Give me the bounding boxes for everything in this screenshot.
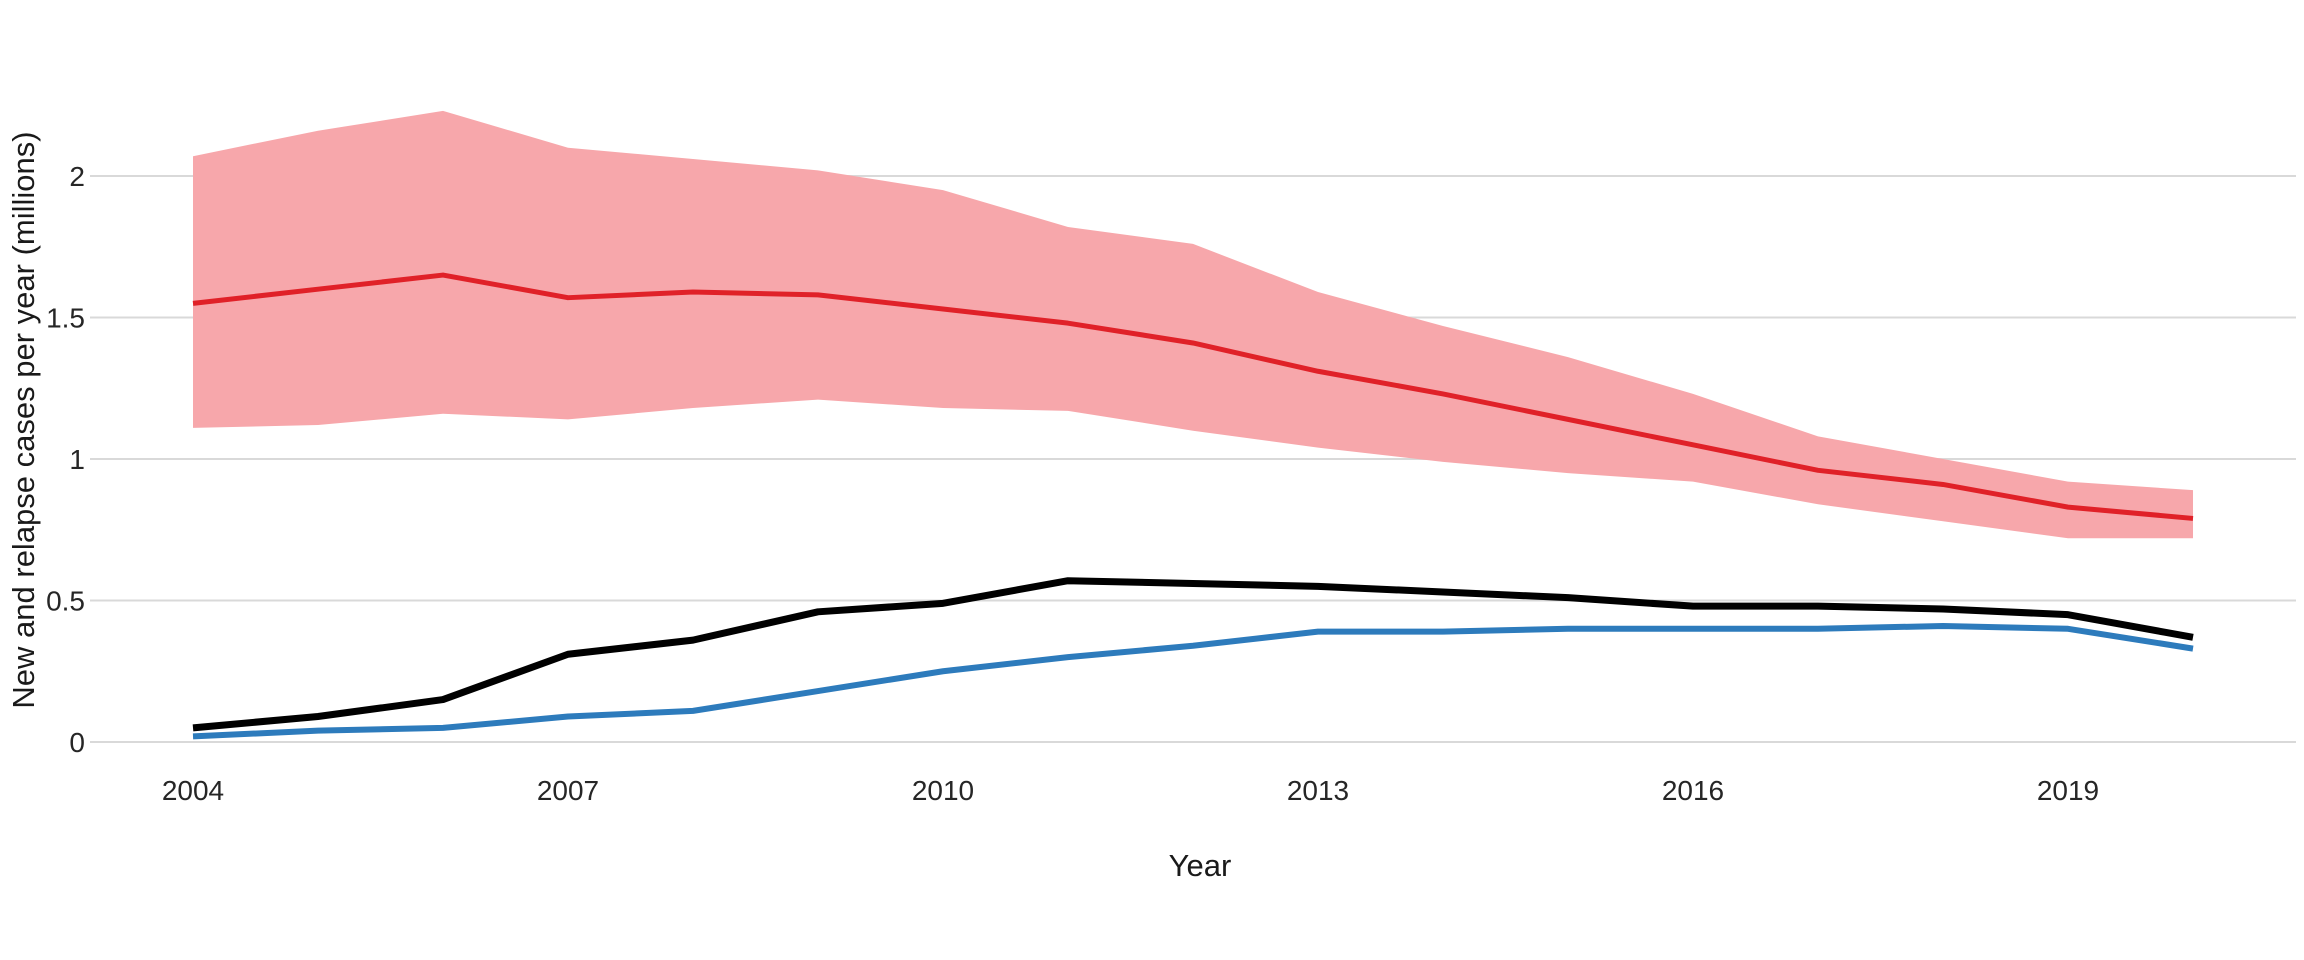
x-tick-label-2019: 2019 <box>2037 775 2099 806</box>
series-lines-layer <box>192 272 2194 740</box>
x-tick-label-2004: 2004 <box>162 775 224 806</box>
red-band-area <box>193 110 2193 539</box>
y-tick-label-0: 0 <box>69 727 85 758</box>
x-tick-labels: 2004 2007 2010 2013 2016 2019 <box>162 775 2099 806</box>
x-tick-label-2016: 2016 <box>1662 775 1724 806</box>
y-tick-label-1: 1 <box>69 444 85 475</box>
y-tick-labels: 0 0.5 1 1.5 2 <box>46 161 85 758</box>
red-line <box>192 272 2194 521</box>
y-tick-label-2: 2 <box>69 161 85 192</box>
y-axis-title: New and relapse cases per year (millions… <box>6 131 41 708</box>
x-tick-label-2007: 2007 <box>537 775 599 806</box>
x-tick-label-2010: 2010 <box>912 775 974 806</box>
blue-line <box>192 622 2194 740</box>
x-axis-title: Year <box>1169 848 1232 883</box>
y-tick-label-0-5: 0.5 <box>46 586 85 617</box>
x-tick-label-2013: 2013 <box>1287 775 1349 806</box>
y-tick-label-1-5: 1.5 <box>46 303 85 334</box>
uncertainty-band-layer <box>193 110 2193 539</box>
black-line <box>192 577 2194 732</box>
